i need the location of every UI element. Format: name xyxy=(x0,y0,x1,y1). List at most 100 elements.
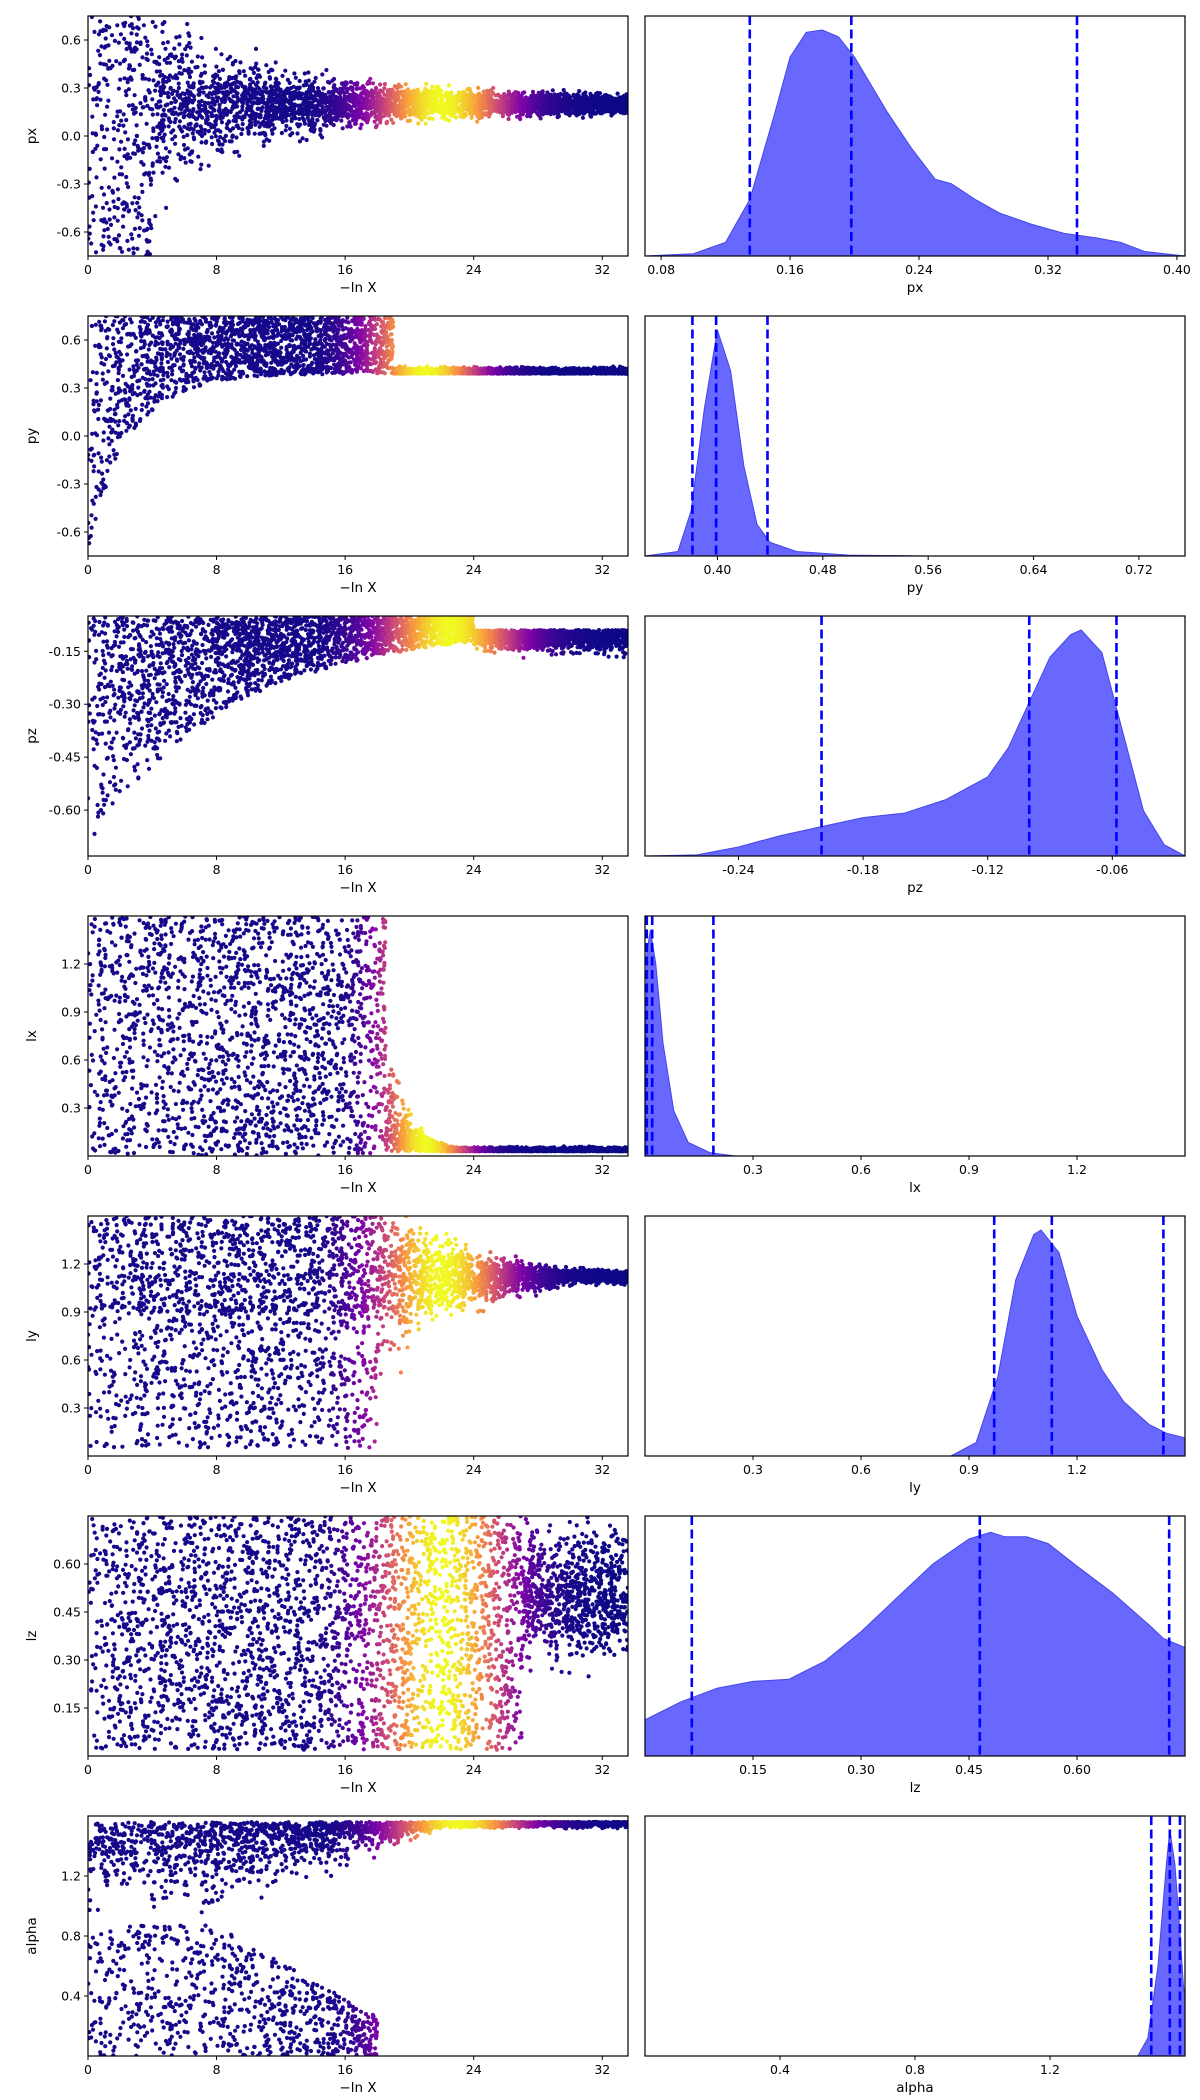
scatter-point xyxy=(171,75,176,80)
scatter-point xyxy=(323,118,328,124)
scatter-point xyxy=(165,40,170,45)
scatter-point xyxy=(184,102,189,107)
scatter-point xyxy=(261,100,266,105)
scatter-point xyxy=(112,407,117,412)
scatter-point xyxy=(235,123,240,128)
scatter-point xyxy=(154,60,159,65)
scatter-point xyxy=(360,115,365,121)
density-area xyxy=(645,29,1185,256)
scatter-point xyxy=(109,33,115,38)
scatter-point xyxy=(211,90,217,95)
scatter-point xyxy=(378,97,383,102)
scatter-point xyxy=(405,105,410,110)
scatter-point xyxy=(588,113,593,118)
scatter-point xyxy=(213,46,218,52)
scatter-point xyxy=(125,238,130,243)
scatter-point xyxy=(237,71,242,76)
scatter-point xyxy=(578,96,583,101)
scatter-point xyxy=(159,361,164,366)
scatter-point xyxy=(385,89,390,94)
scatter-point xyxy=(253,111,258,116)
scatter-point xyxy=(177,71,182,76)
scatter-point xyxy=(510,106,515,111)
scatter-point xyxy=(461,115,466,120)
scatter-point xyxy=(411,91,416,96)
scatter-point xyxy=(261,89,266,94)
scatter-point xyxy=(348,80,354,85)
scatter-point xyxy=(421,90,426,95)
scatter-point xyxy=(564,98,569,103)
scatter-point xyxy=(125,80,130,85)
scatter-point xyxy=(291,84,296,89)
scatter-point xyxy=(235,99,240,104)
scatter-point xyxy=(232,118,237,123)
scatter-point xyxy=(478,106,483,111)
scatter-point xyxy=(522,90,527,95)
scatter-point xyxy=(405,118,410,124)
scatter-point xyxy=(592,110,597,115)
scatter-point xyxy=(147,145,152,150)
scatter-point xyxy=(127,43,132,49)
scatter-point xyxy=(249,86,254,91)
scatter-point xyxy=(235,111,240,116)
scatter-point xyxy=(137,226,142,231)
scatter-point xyxy=(210,96,215,101)
scatter-point xyxy=(431,104,436,109)
scatter-point xyxy=(127,23,133,28)
scatter-point xyxy=(200,115,205,120)
scatter-point xyxy=(141,146,146,151)
scatter-point xyxy=(267,124,272,129)
scatter-point xyxy=(270,131,275,136)
scatter-point xyxy=(130,26,136,31)
scatter-point xyxy=(115,187,120,192)
scatter-point xyxy=(148,182,153,187)
scatter-point xyxy=(213,72,218,77)
scatter-point xyxy=(101,62,106,67)
scatter-point xyxy=(116,40,121,45)
scatter-point xyxy=(230,62,235,67)
scatter-point xyxy=(145,226,150,231)
scatter-point xyxy=(226,119,231,124)
scatter-point xyxy=(93,146,98,151)
scatter-point xyxy=(593,91,599,96)
scatter-point xyxy=(497,102,502,108)
scatter-point xyxy=(185,80,190,85)
scatter-point xyxy=(312,123,317,128)
scatter-point xyxy=(615,91,620,96)
scatter-point xyxy=(394,86,399,91)
scatter-point xyxy=(243,85,248,90)
scatter-point xyxy=(359,95,364,100)
scatter-point xyxy=(161,139,166,144)
scatter-point xyxy=(106,66,111,71)
scatter-point xyxy=(95,103,100,108)
scatter-point xyxy=(605,96,610,101)
scatter-point xyxy=(525,114,530,119)
scatter-point xyxy=(416,92,421,97)
scatter-point xyxy=(491,85,496,91)
scatter-point xyxy=(250,67,255,72)
scatter-point xyxy=(149,52,154,57)
scatter-point xyxy=(119,249,125,254)
scatter-point xyxy=(91,218,96,223)
scatter-point xyxy=(290,131,295,136)
scatter-point xyxy=(96,89,101,94)
scatter-point xyxy=(107,217,112,222)
scatter-point xyxy=(147,218,152,223)
scatter-point xyxy=(468,106,473,111)
scatter-point xyxy=(443,101,448,106)
scatter-point xyxy=(324,67,329,73)
scatter-point xyxy=(284,108,289,113)
scatter-point xyxy=(279,130,284,136)
scatter-point xyxy=(132,93,137,98)
scatter-point xyxy=(571,92,576,97)
scatter-point xyxy=(481,99,486,104)
scatter-point xyxy=(145,43,150,48)
scatter-point xyxy=(185,133,190,138)
scatter-point xyxy=(476,85,481,90)
scatter-point xyxy=(173,98,178,104)
scatter-point xyxy=(115,23,120,28)
scatter-point xyxy=(165,55,170,61)
scatter-point xyxy=(419,117,424,122)
scatter-point xyxy=(354,86,359,91)
scatter-point xyxy=(322,94,327,99)
